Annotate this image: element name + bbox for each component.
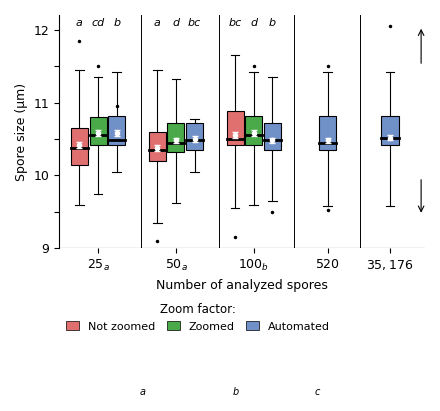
- X-axis label: Number of analyzed spores: Number of analyzed spores: [156, 279, 328, 292]
- Text: b: b: [269, 18, 276, 28]
- Text: cd: cd: [92, 18, 105, 28]
- Text: d: d: [172, 18, 180, 28]
- Text: a: a: [140, 387, 146, 397]
- Text: c: c: [314, 387, 319, 397]
- Y-axis label: Spore size (µm): Spore size (µm): [15, 83, 28, 181]
- FancyBboxPatch shape: [227, 111, 244, 145]
- Text: bc: bc: [228, 18, 242, 28]
- FancyBboxPatch shape: [186, 123, 203, 150]
- Text: b: b: [113, 18, 120, 28]
- FancyBboxPatch shape: [264, 123, 281, 150]
- Legend: Not zoomed, Zoomed, Automated: Not zoomed, Zoomed, Automated: [66, 303, 330, 332]
- FancyBboxPatch shape: [108, 115, 125, 145]
- Text: b: b: [232, 387, 238, 397]
- FancyBboxPatch shape: [319, 115, 336, 150]
- FancyBboxPatch shape: [381, 115, 399, 145]
- FancyBboxPatch shape: [89, 117, 106, 145]
- FancyBboxPatch shape: [71, 128, 88, 164]
- Text: a: a: [154, 18, 161, 28]
- Text: d: d: [250, 18, 257, 28]
- Text: bc: bc: [188, 18, 201, 28]
- FancyBboxPatch shape: [245, 115, 262, 145]
- FancyBboxPatch shape: [167, 123, 184, 152]
- Text: a: a: [76, 18, 83, 28]
- FancyBboxPatch shape: [149, 132, 166, 161]
